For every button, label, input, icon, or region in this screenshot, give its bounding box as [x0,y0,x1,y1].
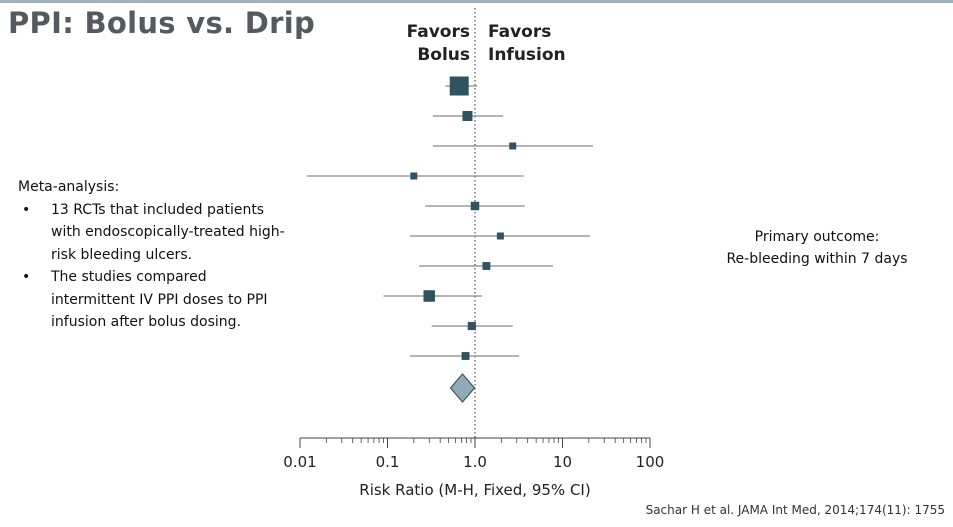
outcome-line-2: Re-bleeding within 7 days [726,251,908,267]
pooled-estimate-diamond [449,373,476,403]
study-marker [423,290,435,302]
notes-bullet-2: The studies compared intermittent IV PPI… [18,266,288,334]
meta-analysis-notes: Meta-analysis: 13 RCTs that included pat… [18,176,288,334]
study-marker [482,262,491,270]
citation-text: Sachar H et al. JAMA Int Med, 2014;174(1… [645,503,945,517]
slide-title: PPI: Bolus vs. Drip [8,6,316,40]
study-marker [470,201,480,211]
study-marker [467,321,476,331]
x-axis-title: Risk Ratio (M-H, Fixed, 95% CI) [359,481,590,499]
x-tick-label: 0.1 [376,453,400,471]
study-marker [509,142,517,150]
favors-infusion-line-1: Favors [488,22,552,42]
outcome-line-1: Primary outcome: [754,229,880,245]
favors-bolus-label: Favors Bolus [400,21,470,67]
study-marker [461,352,470,360]
favors-infusion-line-2: Infusion [488,45,566,65]
study-marker [462,111,473,121]
study-marker [410,172,418,180]
notes-bullet-list: 13 RCTs that included patients with endo… [18,199,288,334]
notes-heading: Meta-analysis: [18,179,120,195]
study-marker [496,232,504,240]
x-tick-label: 10 [553,453,572,471]
x-tick-label: 1.0 [463,453,487,471]
primary-outcome-text: Primary outcome: Re-bleeding within 7 da… [712,226,922,270]
favors-infusion-label: Favors Infusion [488,21,566,67]
notes-bullet-1: 13 RCTs that included patients with endo… [18,199,288,267]
x-tick-label: 100 [636,453,665,471]
favors-bolus-line-1: Favors [406,22,470,42]
x-tick-label: 0.01 [283,453,316,471]
study-marker [449,76,469,96]
favors-bolus-line-2: Bolus [417,45,470,65]
top-accent-bar [0,0,953,3]
